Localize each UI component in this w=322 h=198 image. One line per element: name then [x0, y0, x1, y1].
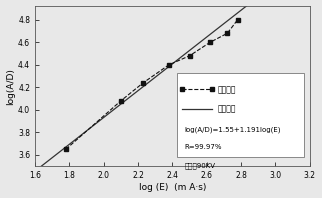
Text: 管电厉90KV: 管电厉90KV: [185, 163, 216, 169]
X-axis label: log (E)  (m A·s): log (E) (m A·s): [139, 183, 206, 192]
Text: log(A/D)=1.55+1.191log(E): log(A/D)=1.55+1.191log(E): [185, 126, 281, 133]
Text: 实测数据: 实测数据: [218, 85, 236, 94]
Y-axis label: log(A/D): log(A/D): [6, 68, 15, 105]
FancyBboxPatch shape: [176, 73, 304, 157]
Text: R=99.97%: R=99.97%: [185, 144, 222, 150]
Text: 拟合曲线: 拟合曲线: [218, 104, 236, 113]
